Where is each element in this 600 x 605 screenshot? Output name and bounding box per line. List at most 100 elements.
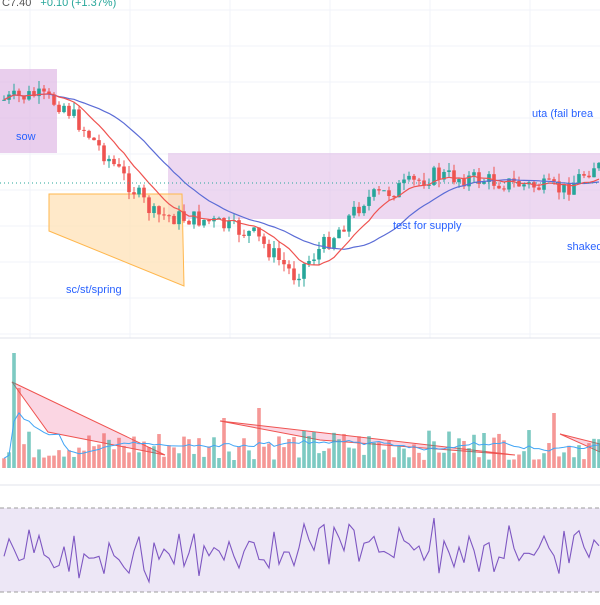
volume-bar	[332, 432, 336, 468]
volume-bar	[72, 456, 76, 468]
candle-body	[87, 130, 91, 138]
volume-bar	[92, 446, 96, 468]
candle-body	[242, 234, 246, 236]
candle-body	[117, 164, 121, 167]
candle-body	[192, 211, 196, 225]
price-legend: C7.40 +0.10 (+1.37%)	[2, 0, 116, 9]
volume-bar	[142, 441, 146, 468]
candle-body	[67, 105, 71, 116]
volume-bar	[372, 442, 376, 468]
candle-body	[337, 229, 341, 239]
volume-bar	[27, 431, 31, 468]
volume-bar	[517, 454, 521, 468]
candle-body	[472, 172, 476, 176]
candle-body	[407, 175, 411, 180]
volume-bar	[327, 448, 331, 468]
volume-bar	[342, 433, 346, 468]
volume-bar	[122, 446, 126, 468]
volume-bar	[252, 459, 256, 468]
annotation-uta: uta (fail brea	[532, 108, 594, 120]
volume-bar	[512, 459, 516, 468]
candle-body	[387, 190, 391, 197]
candle-body	[312, 259, 316, 261]
volume-bar	[282, 447, 286, 468]
volume-bar	[47, 455, 51, 468]
candle-body	[442, 171, 446, 180]
candle-body	[577, 174, 581, 183]
volume-bar	[492, 437, 496, 468]
volume-bar	[147, 447, 151, 468]
volume-bar	[262, 446, 266, 468]
volume-bar	[267, 443, 271, 468]
candle-body	[167, 215, 171, 217]
volume-bar	[347, 447, 351, 468]
sow-box	[0, 69, 57, 153]
candle-body	[417, 179, 421, 181]
candle-body	[367, 196, 371, 206]
volume-bar	[522, 451, 526, 468]
candle-body	[122, 166, 126, 174]
volume-bar	[202, 456, 206, 468]
candle-body	[47, 91, 51, 95]
volume-bar	[422, 459, 426, 468]
volume-bar	[507, 459, 511, 468]
volume-bar	[112, 449, 116, 468]
volume-bar	[232, 459, 236, 468]
candle-body	[292, 268, 296, 281]
volume-bar	[277, 436, 281, 468]
volume-bar	[212, 437, 216, 468]
candle-body	[467, 175, 471, 187]
volume-bar	[397, 446, 401, 468]
volume-bar	[367, 436, 371, 468]
volume-bar	[577, 445, 581, 468]
candle-body	[97, 140, 101, 146]
volume-bar	[567, 445, 571, 468]
volume-bar	[557, 456, 561, 468]
volume-bar	[182, 436, 186, 468]
volume-bar	[467, 448, 471, 468]
volume-bar	[497, 433, 501, 468]
volume-bar	[222, 418, 226, 468]
candle-body	[72, 109, 76, 116]
volume-bar	[67, 450, 71, 468]
volume-bar	[547, 443, 551, 468]
volume-bar	[387, 441, 391, 468]
candle-body	[37, 88, 41, 97]
volume-bar	[462, 440, 466, 468]
candle-body	[372, 189, 376, 197]
volume-bar	[392, 457, 396, 468]
volume-bar	[357, 436, 361, 468]
candle-body	[147, 197, 151, 214]
candle-body	[227, 220, 231, 229]
volume-bar	[77, 447, 81, 468]
candle-body	[572, 182, 576, 195]
candle-body	[237, 220, 241, 235]
candle-body	[172, 215, 176, 225]
candle-body	[132, 192, 136, 195]
candle-body	[52, 94, 56, 105]
candle-body	[262, 236, 266, 244]
volume-bar	[22, 444, 26, 468]
candle-body	[102, 145, 106, 162]
candle-body	[272, 248, 276, 258]
volume-bar	[297, 457, 301, 468]
candle-body	[17, 90, 21, 96]
volume-bar	[62, 456, 66, 468]
volume-bar	[102, 433, 106, 468]
candle-body	[137, 187, 141, 195]
volume-bar	[457, 438, 461, 468]
volume-bar	[302, 431, 306, 468]
candle-body	[432, 167, 436, 185]
volume-bar	[437, 452, 441, 468]
candle-body	[277, 248, 281, 260]
candle-body	[12, 90, 16, 95]
candle-body	[257, 227, 261, 237]
volume-bar	[442, 452, 446, 468]
annotation-shaked: shaked	[567, 241, 600, 253]
volume-bar	[217, 457, 221, 468]
candle-body	[62, 105, 66, 113]
volume-bar	[32, 457, 36, 468]
volume-bar	[377, 442, 381, 468]
